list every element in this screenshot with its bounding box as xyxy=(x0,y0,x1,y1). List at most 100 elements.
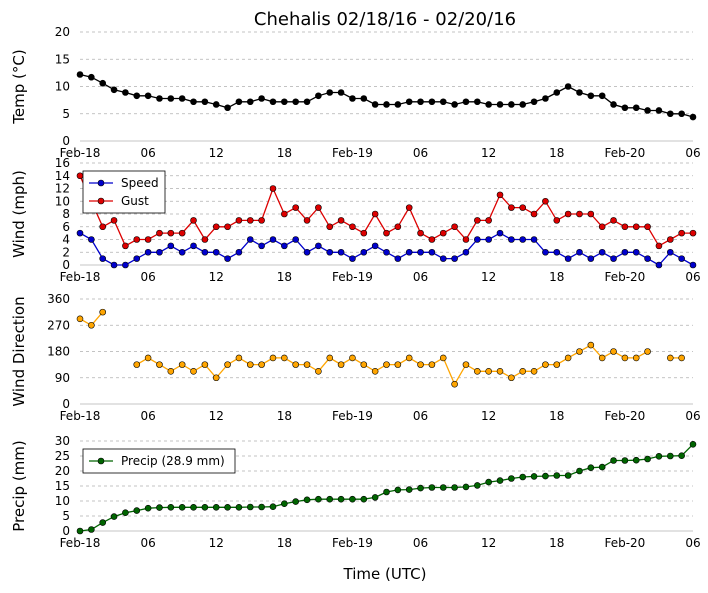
data-point xyxy=(122,509,129,517)
data-point xyxy=(269,236,277,243)
data-point xyxy=(655,107,663,114)
data-point xyxy=(598,463,606,471)
chart-title: Chehalis 02/18/16 - 02/20/16 xyxy=(254,9,516,30)
data-point xyxy=(326,248,334,256)
data-point xyxy=(689,261,697,269)
data-point xyxy=(451,484,458,491)
data-point xyxy=(201,98,209,106)
data-point xyxy=(610,217,617,224)
data-point xyxy=(212,248,220,256)
data-point xyxy=(246,236,254,243)
data-point xyxy=(666,110,674,118)
data-point xyxy=(178,248,186,256)
data-point xyxy=(428,484,436,491)
data-point xyxy=(156,229,163,237)
data-point xyxy=(462,483,470,491)
data-point xyxy=(542,95,549,102)
data-point xyxy=(224,104,231,112)
data-point xyxy=(88,526,95,533)
data-point xyxy=(587,210,595,218)
data-point xyxy=(258,217,265,224)
data-point xyxy=(76,315,84,323)
data-point xyxy=(644,255,651,262)
data-point xyxy=(99,308,107,316)
data-point xyxy=(678,354,685,362)
legend-box xyxy=(82,170,166,214)
data-point xyxy=(99,255,107,262)
data-point xyxy=(371,494,379,501)
x-tick-label: 06 xyxy=(140,146,155,160)
y-tick-label: 20 xyxy=(55,464,70,478)
data-point xyxy=(644,107,651,114)
y-tick-label: 12 xyxy=(55,182,70,196)
data-point xyxy=(678,452,685,460)
data-point xyxy=(190,98,197,106)
data-point xyxy=(678,229,685,237)
data-point xyxy=(76,172,84,180)
data-point xyxy=(632,456,640,464)
data-point xyxy=(689,113,697,121)
data-point xyxy=(598,92,606,100)
data-point xyxy=(76,229,84,237)
data-point xyxy=(122,242,129,250)
x-tick-label: 06 xyxy=(685,146,700,160)
data-point xyxy=(269,98,277,106)
data-point xyxy=(632,248,640,256)
data-point xyxy=(417,484,424,492)
data-point xyxy=(451,101,458,108)
data-point xyxy=(258,503,265,511)
data-point xyxy=(610,348,617,355)
data-point xyxy=(292,98,299,106)
data-point xyxy=(519,204,527,211)
data-point xyxy=(405,248,413,256)
data-point xyxy=(292,498,299,505)
y-tick-label: 15 xyxy=(55,479,70,493)
data-point xyxy=(519,236,527,243)
data-point xyxy=(519,473,527,481)
data-point xyxy=(508,101,515,108)
data-point xyxy=(485,368,492,375)
x-tick-label: Feb-19 xyxy=(332,409,373,423)
data-point xyxy=(178,95,186,102)
data-point xyxy=(281,210,288,218)
data-point xyxy=(564,83,572,90)
y-tick-label: 90 xyxy=(55,371,70,385)
y-tick-label: 16 xyxy=(55,156,70,170)
data-point xyxy=(496,229,504,237)
x-tick-label: Feb-18 xyxy=(60,536,101,550)
data-point xyxy=(394,101,402,108)
data-point xyxy=(349,223,356,231)
data-point xyxy=(349,354,356,362)
data-point xyxy=(383,488,390,496)
legend-swatch-marker xyxy=(97,457,105,465)
data-point xyxy=(76,527,84,535)
y-tick-label: 8 xyxy=(62,207,70,221)
data-point xyxy=(281,354,288,362)
x-tick-label: 06 xyxy=(685,270,700,284)
data-point xyxy=(292,361,299,368)
data-point xyxy=(508,204,515,211)
data-point xyxy=(315,368,322,375)
y-tick-label: 4 xyxy=(62,233,70,247)
data-point xyxy=(281,242,288,250)
data-point xyxy=(632,104,640,112)
data-point xyxy=(655,452,663,460)
data-point xyxy=(621,354,629,362)
data-point xyxy=(587,92,595,100)
data-point xyxy=(167,95,175,102)
x-tick-label: Feb-20 xyxy=(604,270,645,284)
data-point xyxy=(644,455,651,463)
data-point xyxy=(598,223,606,231)
data-point xyxy=(405,204,413,211)
data-point xyxy=(315,92,322,100)
data-point xyxy=(110,86,118,94)
data-point xyxy=(292,204,299,211)
data-point xyxy=(371,368,379,375)
y-tick-label: 6 xyxy=(62,220,70,234)
data-point xyxy=(246,98,254,106)
data-point xyxy=(235,98,243,106)
data-point xyxy=(258,242,265,250)
data-point xyxy=(303,496,311,504)
data-point xyxy=(315,204,322,211)
